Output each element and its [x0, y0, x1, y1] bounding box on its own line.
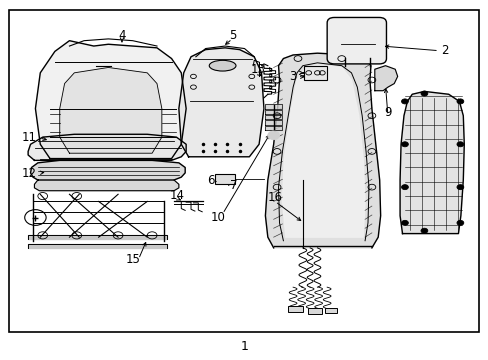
Text: 12: 12 — [22, 167, 37, 180]
Polygon shape — [265, 120, 282, 125]
Circle shape — [420, 91, 427, 96]
Polygon shape — [399, 91, 463, 234]
Polygon shape — [374, 66, 397, 91]
Bar — [324, 307, 336, 313]
Text: 1: 1 — [240, 339, 248, 352]
Text: 3: 3 — [289, 70, 296, 83]
Text: 15: 15 — [125, 253, 140, 266]
Text: 9: 9 — [384, 105, 391, 119]
Circle shape — [267, 131, 279, 140]
Text: 14: 14 — [169, 189, 184, 202]
Circle shape — [456, 185, 463, 190]
Text: 7: 7 — [229, 179, 237, 192]
Text: 11: 11 — [22, 131, 37, 144]
Circle shape — [401, 99, 407, 104]
FancyBboxPatch shape — [326, 18, 386, 64]
Polygon shape — [265, 53, 380, 248]
Text: 16: 16 — [267, 192, 282, 204]
Text: 13: 13 — [250, 63, 264, 76]
Polygon shape — [34, 180, 179, 191]
Polygon shape — [265, 104, 282, 109]
Bar — [215, 174, 234, 184]
Text: 4: 4 — [118, 29, 125, 42]
Polygon shape — [35, 41, 186, 158]
Text: 10: 10 — [210, 211, 225, 224]
Polygon shape — [30, 160, 185, 180]
Polygon shape — [28, 134, 186, 160]
Polygon shape — [265, 126, 282, 130]
Circle shape — [456, 99, 463, 104]
Circle shape — [401, 220, 407, 225]
Bar — [303, 66, 326, 80]
Bar — [307, 307, 322, 314]
Polygon shape — [265, 115, 282, 119]
Polygon shape — [60, 67, 162, 153]
Bar — [287, 306, 302, 312]
Circle shape — [401, 185, 407, 190]
Circle shape — [456, 220, 463, 225]
Text: 6: 6 — [206, 174, 214, 187]
Circle shape — [456, 142, 463, 147]
Ellipse shape — [209, 60, 236, 71]
Polygon shape — [179, 48, 264, 157]
Circle shape — [420, 228, 427, 233]
Polygon shape — [265, 110, 282, 114]
Polygon shape — [28, 235, 166, 239]
Polygon shape — [28, 244, 166, 248]
Text: 5: 5 — [228, 29, 236, 42]
Polygon shape — [282, 65, 365, 237]
Circle shape — [401, 142, 407, 147]
Text: 2: 2 — [440, 44, 447, 57]
